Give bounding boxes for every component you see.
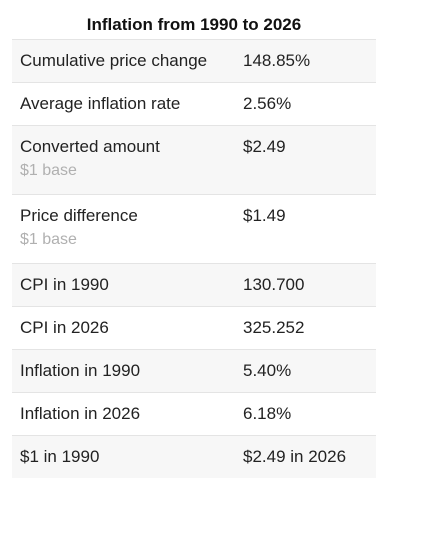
row-value: 5.40% [243,349,376,393]
table-row: CPI in 2026 325.252 [12,306,376,350]
table-row: CPI in 1990 130.700 [12,263,376,307]
row-value: $2.49 in 2026 [243,435,376,478]
row-label: CPI in 1990 [12,263,243,307]
table-row: Inflation in 2026 6.18% [12,392,376,436]
row-value-cell: $1.49 [243,194,376,264]
row-sublabel: $1 base [20,231,77,248]
row-label: Inflation in 2026 [12,392,243,436]
table-row: Converted amount $1 base $2.49 [12,125,376,195]
row-label: Price difference [20,206,138,225]
table-title: Inflation from 1990 to 2026 [12,0,376,40]
inflation-summary: Inflation from 1990 to 2026 Cumulative p… [12,0,376,478]
row-label-cell: Price difference $1 base [12,194,243,264]
inflation-table: Cumulative price change 148.85% Average … [12,40,376,478]
row-value: 130.700 [243,263,376,307]
table-row: Average inflation rate 2.56% [12,82,376,126]
row-value-cell: $2.49 [243,125,376,195]
row-value: 2.56% [243,82,376,126]
table-row: Price difference $1 base $1.49 [12,194,376,264]
row-label: Converted amount [20,137,160,156]
table-row: Inflation in 1990 5.40% [12,349,376,393]
row-value: $2.49 [243,137,286,156]
row-label-cell: Converted amount $1 base [12,125,243,195]
row-value: 148.85% [243,40,376,83]
row-label: Inflation in 1990 [12,349,243,393]
row-value: 325.252 [243,306,376,350]
row-value: 6.18% [243,392,376,436]
table-row: Cumulative price change 148.85% [12,40,376,83]
row-label: CPI in 2026 [12,306,243,350]
row-value: $1.49 [243,206,286,225]
row-sublabel: $1 base [20,162,77,179]
row-label: $1 in 1990 [12,435,243,478]
row-label: Average inflation rate [12,82,243,126]
table-row: $1 in 1990 $2.49 in 2026 [12,435,376,478]
row-label: Cumulative price change [12,40,243,83]
